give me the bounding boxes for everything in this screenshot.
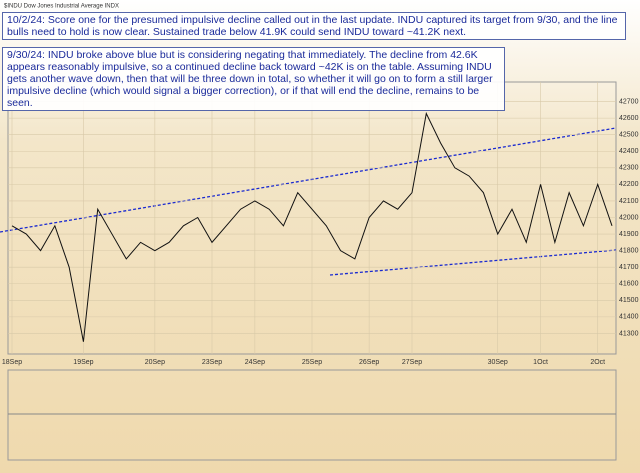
y-tick-label: 42500	[619, 132, 639, 139]
trendline-lower	[329, 249, 617, 276]
y-tick-label: 41600	[619, 281, 639, 288]
trendline-upper	[0, 127, 617, 233]
y-tick-label: 42200	[619, 181, 639, 188]
price-line	[11, 111, 613, 342]
y-tick-label: 42100	[619, 198, 639, 205]
y-tick-label: 42700	[619, 98, 639, 105]
x-tick-label: 20Sep	[145, 359, 165, 366]
y-tick-label: 42000	[619, 214, 639, 221]
annotation: 10/2/24: Score one for the presumed impu…	[2, 12, 626, 40]
annotation: 9/30/24: INDU broke above blue but is co…	[2, 47, 505, 111]
x-tick-label: 24Sep	[245, 359, 265, 366]
y-tick-label: 41300	[619, 330, 639, 337]
indicator-panel	[7, 369, 617, 461]
y-tick-label: 41900	[619, 231, 639, 238]
y-tick-label: 41800	[619, 247, 639, 254]
y-tick-label: 41500	[619, 297, 639, 304]
y-tick-label: 42400	[619, 148, 639, 155]
x-tick-label: 27Sep	[402, 359, 422, 366]
y-tick-label: 41400	[619, 314, 639, 321]
chart-title: $INDU Dow Jones Industrial Average INDX	[4, 4, 119, 10]
x-tick-label: 25Sep	[302, 359, 322, 366]
x-tick-label: 19Sep	[73, 359, 93, 366]
x-tick-label: 23Sep	[202, 359, 222, 366]
x-tick-label: 30Sep	[488, 359, 508, 366]
y-tick-label: 42600	[619, 115, 639, 122]
x-tick-label: 18Sep	[2, 359, 22, 366]
x-tick-label: 1Oct	[533, 359, 548, 366]
y-tick-label: 41700	[619, 264, 639, 271]
x-tick-label: 2Oct	[590, 359, 605, 366]
x-tick-label: 26Sep	[359, 359, 379, 366]
y-tick-label: 42300	[619, 165, 639, 172]
